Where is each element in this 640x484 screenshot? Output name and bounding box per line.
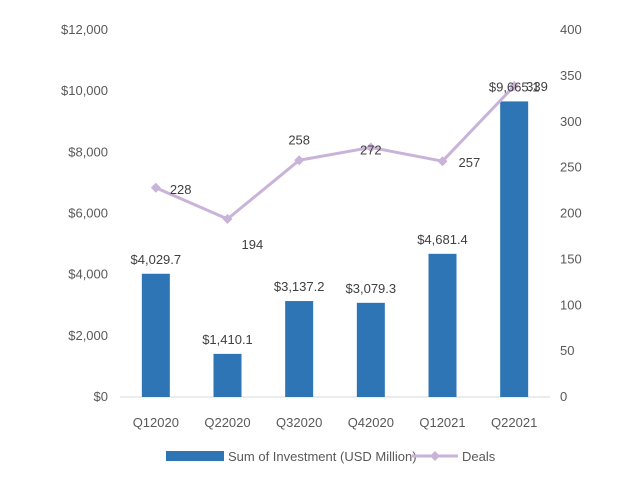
deals-value-label: 228 [170, 182, 192, 197]
deals-value-label: 339 [526, 79, 548, 94]
deals-point-marker [509, 80, 520, 91]
right-axis-tick-label: 300 [560, 114, 582, 129]
investment-bar [285, 301, 314, 397]
investment-bar [356, 302, 385, 397]
deals-value-label: 272 [360, 142, 382, 157]
investment-value-label: $4,681.4 [417, 232, 468, 247]
deals-point-marker [294, 155, 305, 166]
left-axis-tick-label: $12,000 [61, 22, 108, 37]
investment-bar [428, 253, 457, 397]
x-axis-category-label: Q12021 [419, 415, 465, 430]
x-axis-category-label: Q22021 [491, 415, 537, 430]
left-axis-tick-label: $0 [94, 389, 108, 404]
deals-point-marker [150, 182, 161, 193]
deals-line-series [150, 80, 520, 225]
x-axis-category-label: Q32020 [276, 415, 322, 430]
investment-bar [141, 273, 170, 397]
investment-value-label: $1,410.1 [202, 332, 253, 347]
right-axis-tick-label: 150 [560, 251, 582, 266]
investment-bars [141, 101, 529, 397]
investment-value-label: $3,079.3 [346, 281, 397, 296]
legend: Sum of Investment (USD Million) Deals [166, 449, 496, 464]
x-axis-category-label: Q42020 [348, 415, 394, 430]
deals-line [155, 84, 516, 221]
legend-line-label: Deals [462, 449, 496, 464]
deals-point-marker [222, 214, 233, 225]
right-axis-tick-label: 0 [560, 389, 567, 404]
left-axis-tick-label: $10,000 [61, 83, 108, 98]
right-axis-tick-label: 200 [560, 206, 582, 221]
right-axis-tick-label: 350 [560, 68, 582, 83]
deals-value-label: 194 [242, 237, 264, 252]
investment-bar [500, 101, 529, 397]
legend-bar-swatch [166, 451, 224, 461]
left-axis-tick-label: $6,000 [68, 206, 108, 221]
left-axis-tick-label: $2,000 [68, 328, 108, 343]
left-axis-tick-label: $8,000 [68, 144, 108, 159]
deals-point-marker [437, 156, 448, 167]
axes: $0 $2,000 $4,000 $6,000 $8,000 $10,000 $12,000… [61, 22, 582, 430]
right-axis-tick-label: 400 [560, 22, 582, 37]
legend-line-marker [430, 451, 440, 461]
right-axis-tick-label: 250 [560, 160, 582, 175]
right-axis-tick-label: 100 [560, 297, 582, 312]
investment-value-label: $3,137.2 [274, 279, 325, 294]
legend-bar-label: Sum of Investment (USD Million) [228, 449, 417, 464]
investment-value-label: $9,665.1 [489, 79, 540, 94]
investment-bar [213, 353, 242, 397]
right-axis-tick-label: 50 [560, 343, 574, 358]
x-axis-category-label: Q12020 [133, 415, 179, 430]
left-axis-tick-label: $4,000 [68, 267, 108, 282]
investment-value-label: $4,029.7 [131, 252, 182, 267]
deals-value-label: 258 [288, 132, 310, 147]
x-axis-category-label: Q22020 [204, 415, 250, 430]
deals-point-marker [365, 142, 376, 153]
data-labels: $4,029.7 $1,410.1 $3,137.2 $3,079.3 $4,681.4… [131, 79, 548, 347]
deals-value-label: 257 [459, 155, 481, 170]
